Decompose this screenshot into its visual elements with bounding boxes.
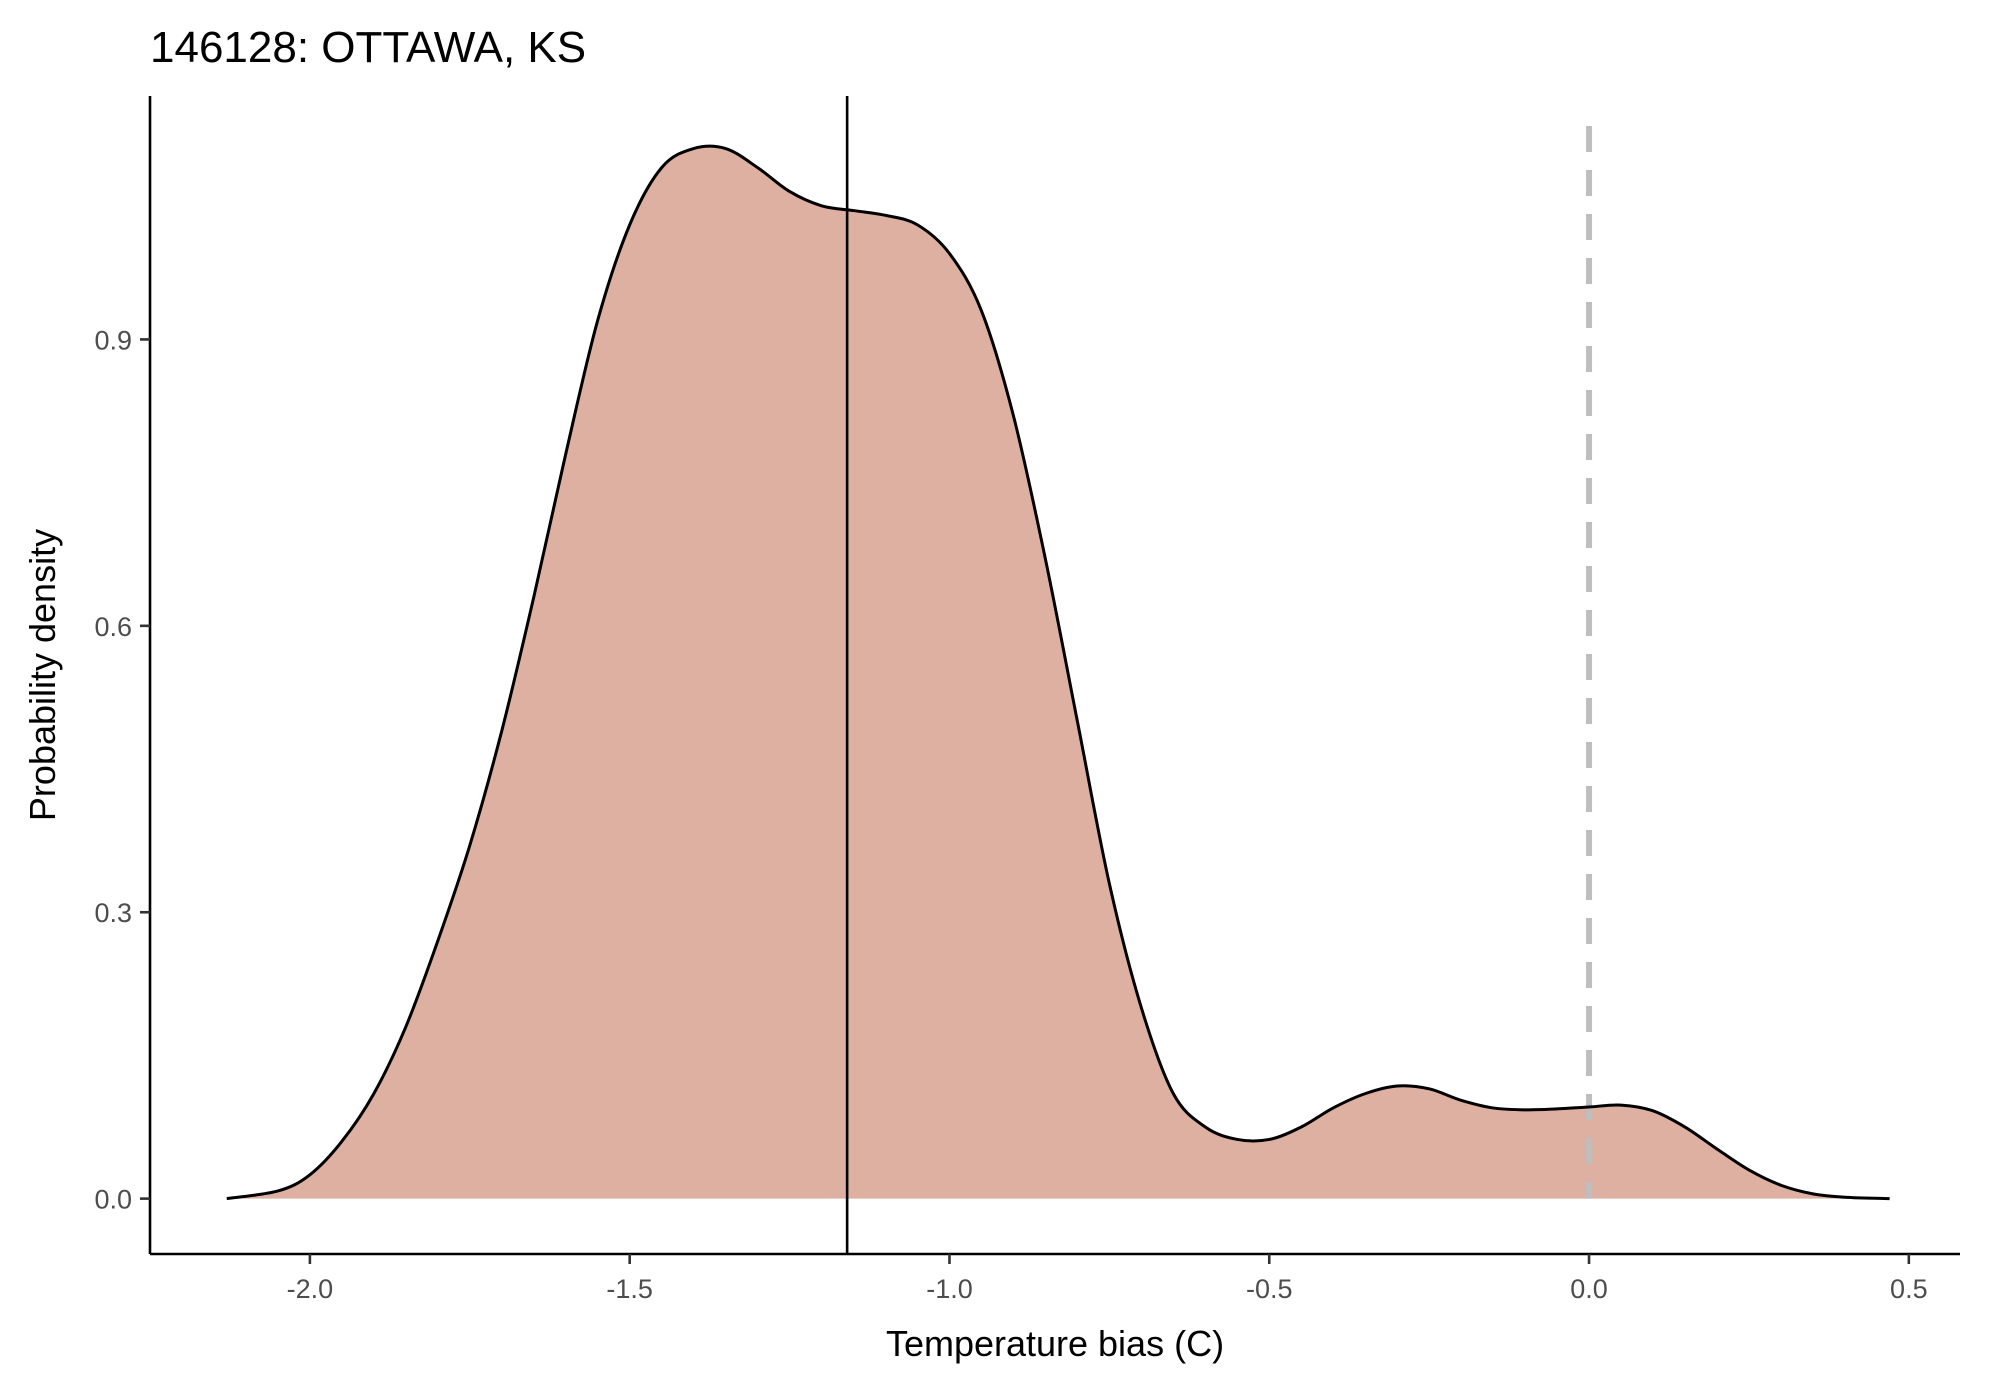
y-tick-label: 0.0 [94,1185,132,1215]
y-tick-label: 0.3 [94,898,132,928]
y-tick-label: 0.6 [94,612,132,642]
x-axis-title: Temperature bias (C) [886,1323,1224,1364]
y-tick-label: 0.9 [94,325,132,355]
y-axis-title: Probability density [22,529,63,821]
axes [148,96,1960,1256]
x-tick-label: -1.0 [926,1274,973,1304]
density-area [226,146,1890,1199]
x-tick-label: -2.0 [287,1274,334,1304]
plot-area [226,96,1890,1254]
x-axis-ticks: -2.0 -1.5 -1.0 -0.5 0.0 0.5 [287,1254,1928,1304]
y-axis-ticks: 0.0 0.3 0.6 0.9 [94,325,150,1215]
chart-title: 146128: OTTAWA, KS [150,23,586,72]
x-tick-label: -0.5 [1246,1274,1293,1304]
density-curve [226,144,1890,1201]
x-tick-label: -1.5 [606,1274,653,1304]
x-tick-label: 0.0 [1570,1274,1608,1304]
x-tick-label: 0.5 [1890,1274,1928,1304]
